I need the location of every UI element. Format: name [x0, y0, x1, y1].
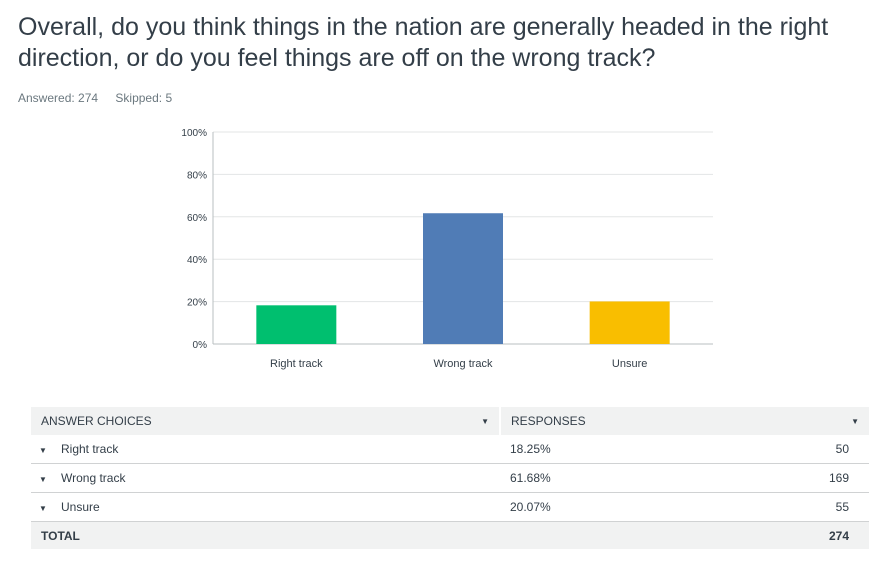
y-tick-label: 80% — [187, 170, 207, 181]
sort-caret-icon[interactable]: ▼ — [481, 416, 489, 426]
skipped-count: Skipped: 5 — [115, 91, 173, 105]
x-tick-label: Wrong track — [433, 358, 493, 370]
choice-label: Wrong track — [61, 471, 126, 485]
total-row: TOTAL 274 — [31, 521, 869, 549]
bar[interactable] — [423, 213, 503, 344]
row-expand-caret-icon[interactable]: ▼ — [39, 475, 47, 484]
responses-table: ANSWER CHOICES ▼ RESPONSES ▼ ▼ Right trac… — [31, 407, 869, 549]
x-tick-label: Unsure — [612, 358, 647, 370]
table-row: ▼ Unsure 20.07% 55 — [31, 493, 869, 522]
y-tick-label: 20% — [187, 298, 207, 309]
responses-header-label: RESPONSES — [511, 414, 586, 428]
bar[interactable] — [256, 305, 337, 344]
x-tick-label: Right track — [270, 358, 323, 370]
y-tick-label: 100% — [181, 128, 207, 139]
sort-caret-icon[interactable]: ▼ — [851, 416, 859, 426]
y-tick-label: 40% — [187, 255, 207, 266]
table-row: ▼ Wrong track 61.68% 169 — [31, 464, 869, 493]
choice-percent: 18.25% — [510, 442, 551, 456]
table-row: ▼ Right track 18.25% 50 — [31, 435, 869, 464]
choice-count: 50 — [835, 442, 849, 456]
bar[interactable] — [589, 301, 670, 344]
answered-count: Answered: 274 — [18, 91, 99, 105]
responses-header[interactable]: RESPONSES ▼ — [500, 407, 869, 435]
answer-choices-header[interactable]: ANSWER CHOICES ▼ — [31, 407, 501, 435]
choice-count: 55 — [835, 500, 849, 514]
y-tick-label: 0% — [193, 340, 208, 351]
row-expand-caret-icon[interactable]: ▼ — [39, 446, 47, 455]
answer-choices-header-label: ANSWER CHOICES — [41, 414, 152, 428]
choice-percent: 20.07% — [510, 500, 551, 514]
total-count: 274 — [780, 521, 869, 549]
choice-count: 169 — [828, 471, 849, 485]
choice-percent: 61.68% — [510, 471, 551, 485]
response-meta: Answered: 274 Skipped: 5 — [18, 91, 186, 105]
total-label: TOTAL — [31, 521, 500, 549]
row-expand-caret-icon[interactable]: ▼ — [39, 504, 47, 513]
choice-label: Unsure — [61, 500, 100, 514]
bar-chart: 0% 20% 40% 60% 80% 100% Right track Wrong track… — [181, 128, 713, 370]
choice-label: Right track — [61, 442, 119, 456]
y-tick-label: 60% — [187, 213, 207, 224]
question-title: Overall, do you think things in the nati… — [18, 13, 829, 72]
